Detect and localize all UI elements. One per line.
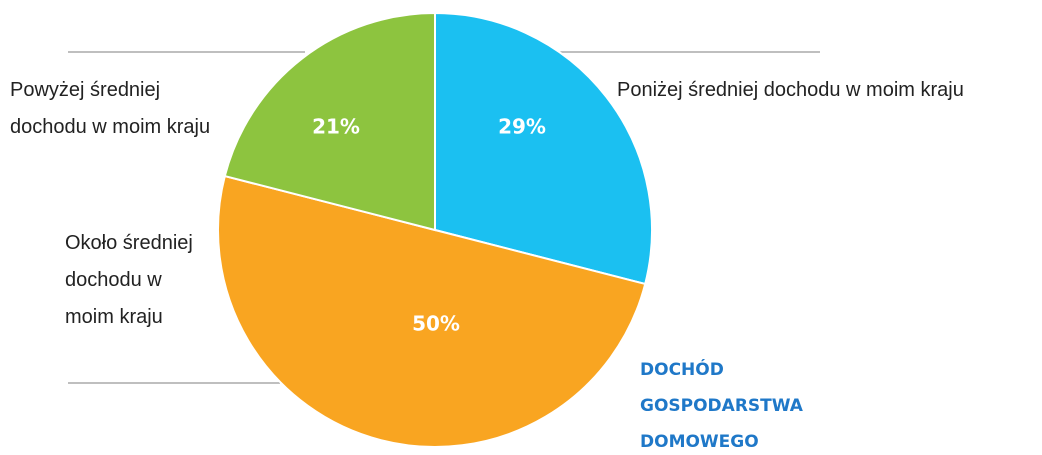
category-label: Powyżej średniej dochodu w moim kraju [10,79,211,138]
value-label: 29% [498,115,546,139]
value-label: 21% [312,115,360,139]
pie-slice [223,11,436,232]
category-label: Poniżej średniej dochodu w moim kraju [617,79,964,101]
category-label: Około średniej dochodu w moim kraju [65,232,193,328]
value-label: 50% [412,312,460,336]
chart-title: DOCHÓD GOSPODARSTWA DOMOWEGO [640,360,803,452]
pie-slice [217,174,647,448]
pie-slice [434,11,653,286]
